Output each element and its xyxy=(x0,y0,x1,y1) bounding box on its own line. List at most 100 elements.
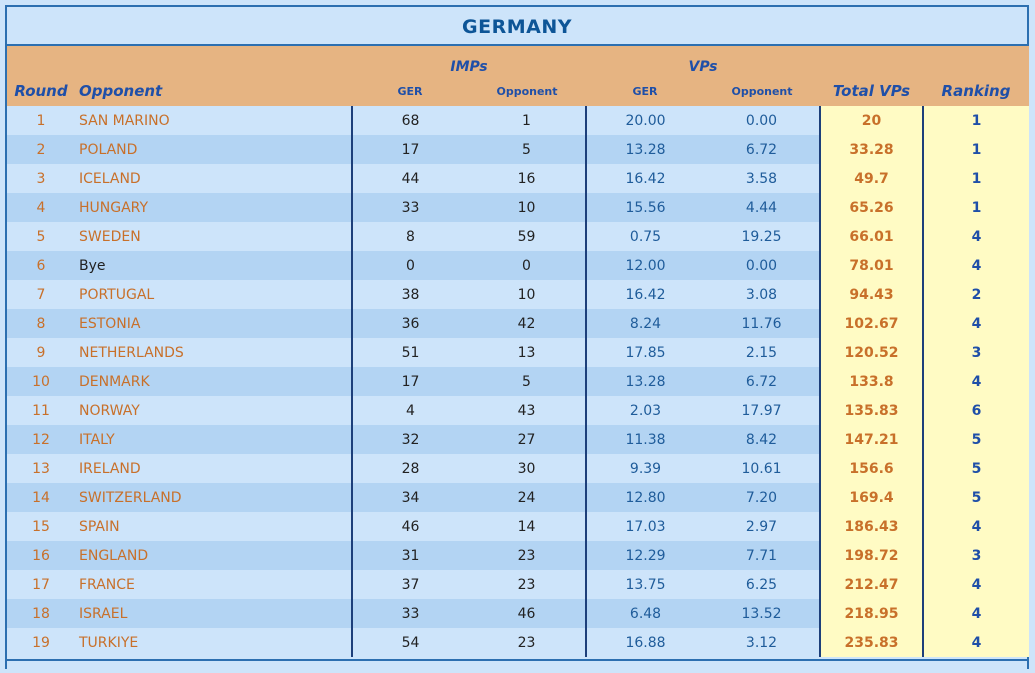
opponent-cell: ICELAND xyxy=(75,164,352,193)
vp-ger-cell: 17.85 xyxy=(585,338,704,367)
total-vps-cell: 66.01 xyxy=(819,222,923,251)
round-cell: 11 xyxy=(7,396,75,425)
vp-opponent-cell: 11.76 xyxy=(704,309,820,338)
table-row: 17 FRANCE 37 23 13.75 6.25 212.47 4 xyxy=(7,570,1029,599)
imp-ger-cell: 33 xyxy=(351,599,468,628)
ranking-cell: 3 xyxy=(922,541,1029,570)
vp-ger-cell: 17.03 xyxy=(585,512,704,541)
vp-ger-cell: 13.28 xyxy=(585,135,704,164)
vp-opponent-cell: 10.61 xyxy=(704,454,820,483)
imp-ger-cell: 54 xyxy=(351,628,468,657)
ranking-cell: 1 xyxy=(922,164,1029,193)
ranking-cell: 4 xyxy=(922,599,1029,628)
opponent-cell: SWITZERLAND xyxy=(75,483,352,512)
imp-opponent-cell: 23 xyxy=(468,570,586,599)
round-cell: 9 xyxy=(7,338,75,367)
vp-ger-cell: 16.42 xyxy=(585,280,704,309)
header-column-row: Round Opponent GER Opponent GER Opponent… xyxy=(7,76,1029,106)
opponent-cell: SAN MARINO xyxy=(75,106,352,135)
imp-opponent-cell: 5 xyxy=(468,135,586,164)
round-cell: 3 xyxy=(7,164,75,193)
opponent-header: Opponent xyxy=(79,82,163,100)
vp-ger-cell: 0.75 xyxy=(585,222,704,251)
total-vps-cell: 120.52 xyxy=(819,338,923,367)
ranking-cell: 5 xyxy=(922,454,1029,483)
vp-ger-cell: 13.75 xyxy=(585,570,704,599)
imp-ger-cell: 31 xyxy=(351,541,468,570)
imp-ger-cell: 28 xyxy=(351,454,468,483)
imp-opponent-cell: 59 xyxy=(468,222,586,251)
total-vps-cell: 102.67 xyxy=(819,309,923,338)
imp-opponent-header: Opponent xyxy=(496,84,558,98)
imp-opponent-cell: 23 xyxy=(468,628,586,657)
vp-ger-cell: 20.00 xyxy=(585,106,704,135)
round-cell: 8 xyxy=(7,309,75,338)
ranking-cell: 1 xyxy=(922,135,1029,164)
vp-opponent-cell: 2.15 xyxy=(704,338,820,367)
total-vps-cell: 186.43 xyxy=(819,512,923,541)
total-vps-cell: 198.72 xyxy=(819,541,923,570)
ranking-cell: 4 xyxy=(922,512,1029,541)
table-row: 7 PORTUGAL 38 10 16.42 3.08 94.43 2 xyxy=(7,280,1029,309)
vp-opponent-cell: 4.44 xyxy=(704,193,820,222)
table-row: 14 SWITZERLAND 34 24 12.80 7.20 169.4 5 xyxy=(7,483,1029,512)
vp-opponent-cell: 7.71 xyxy=(704,541,820,570)
opponent-cell: FRANCE xyxy=(75,570,352,599)
ranking-cell: 4 xyxy=(922,570,1029,599)
round-cell: 10 xyxy=(7,367,75,396)
imp-opponent-cell: 30 xyxy=(468,454,586,483)
vp-opponent-cell: 3.58 xyxy=(704,164,820,193)
ranking-cell: 4 xyxy=(922,309,1029,338)
vp-opponent-cell: 6.72 xyxy=(704,367,820,396)
ranking-cell: 4 xyxy=(922,222,1029,251)
opponent-cell: HUNGARY xyxy=(75,193,352,222)
vp-opponent-cell: 6.25 xyxy=(704,570,820,599)
ranking-cell: 5 xyxy=(922,425,1029,454)
opponent-cell: Bye xyxy=(75,251,352,280)
imp-ger-cell: 33 xyxy=(351,193,468,222)
imp-ger-cell: 37 xyxy=(351,570,468,599)
total-vps-cell: 133.8 xyxy=(819,367,923,396)
imp-opponent-cell: 46 xyxy=(468,599,586,628)
vp-ger-cell: 8.24 xyxy=(585,309,704,338)
round-cell: 12 xyxy=(7,425,75,454)
table-row: 9 NETHERLANDS 51 13 17.85 2.15 120.52 3 xyxy=(7,338,1029,367)
ranking-cell: 6 xyxy=(922,396,1029,425)
imp-ger-cell: 46 xyxy=(351,512,468,541)
imp-ger-cell: 17 xyxy=(351,135,468,164)
round-cell: 13 xyxy=(7,454,75,483)
vp-ger-cell: 16.88 xyxy=(585,628,704,657)
ranking-cell: 2 xyxy=(922,280,1029,309)
table-row: 16 ENGLAND 31 23 12.29 7.71 198.72 3 xyxy=(7,541,1029,570)
vp-opponent-cell: 8.42 xyxy=(704,425,820,454)
imp-ger-cell: 38 xyxy=(351,280,468,309)
results-table: IMPs VPs Round Opponent GER Opponent GER… xyxy=(7,46,1029,657)
opponent-cell: NORWAY xyxy=(75,396,352,425)
total-vps-cell: 235.83 xyxy=(819,628,923,657)
imp-opponent-cell: 24 xyxy=(468,483,586,512)
ranking-cell: 4 xyxy=(922,251,1029,280)
page-title: GERMANY xyxy=(7,7,1027,46)
vp-ger-cell: 12.80 xyxy=(585,483,704,512)
ranking-cell: 5 xyxy=(922,483,1029,512)
imp-ger-cell: 4 xyxy=(351,396,468,425)
round-cell: 19 xyxy=(7,628,75,657)
table-row: 1 SAN MARINO 68 1 20.00 0.00 20 1 xyxy=(7,106,1029,135)
opponent-cell: NETHERLANDS xyxy=(75,338,352,367)
total-vps-cell: 147.21 xyxy=(819,425,923,454)
round-cell: 5 xyxy=(7,222,75,251)
imp-opponent-cell: 43 xyxy=(468,396,586,425)
imp-ger-cell: 34 xyxy=(351,483,468,512)
round-cell: 2 xyxy=(7,135,75,164)
total-vps-cell: 156.6 xyxy=(819,454,923,483)
vp-opponent-cell: 17.97 xyxy=(704,396,820,425)
imp-ger-cell: 36 xyxy=(351,309,468,338)
total-vps-cell: 135.83 xyxy=(819,396,923,425)
vp-opponent-cell: 6.72 xyxy=(704,135,820,164)
imp-opponent-cell: 14 xyxy=(468,512,586,541)
imp-ger-cell: 32 xyxy=(351,425,468,454)
imp-ger-cell: 17 xyxy=(351,367,468,396)
vp-ger-cell: 12.29 xyxy=(585,541,704,570)
opponent-cell: IRELAND xyxy=(75,454,352,483)
opponent-cell: ITALY xyxy=(75,425,352,454)
